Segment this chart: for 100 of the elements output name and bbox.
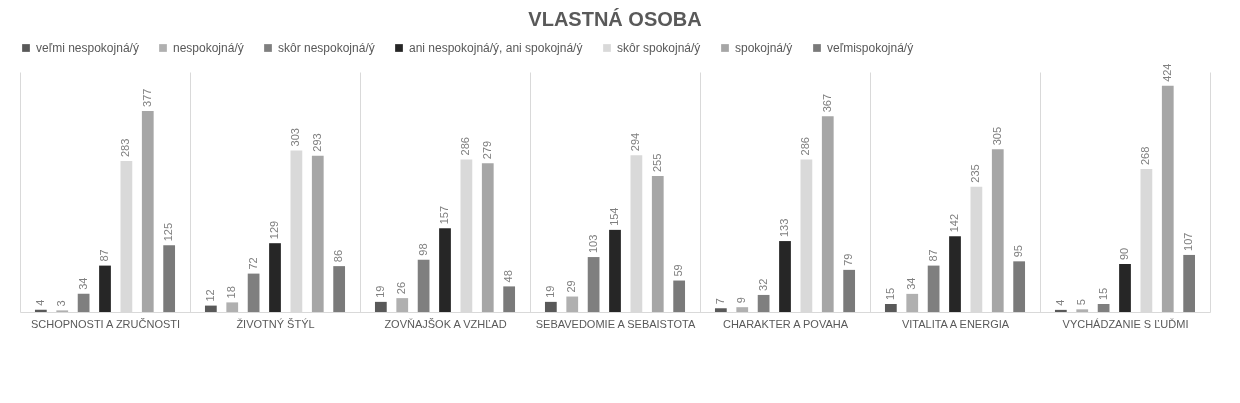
data-label: 235 bbox=[969, 164, 982, 183]
data-label: 98 bbox=[416, 243, 429, 256]
legend-label: ani nespokojná/ý, ani spokojná/ý bbox=[409, 41, 583, 55]
bar bbox=[1054, 309, 1067, 312]
bar bbox=[439, 228, 451, 312]
data-label: 19 bbox=[543, 285, 556, 298]
bar bbox=[673, 280, 686, 312]
bar bbox=[566, 296, 579, 312]
bar bbox=[77, 293, 90, 312]
x-tick-label: CHARAKTER A POVAHA bbox=[722, 317, 849, 330]
bar bbox=[1097, 304, 1110, 312]
bar bbox=[609, 229, 621, 312]
chart-title: VLASTNÁ OSOBA bbox=[528, 8, 702, 30]
legend-label: spokojná/ý bbox=[735, 41, 793, 55]
bar bbox=[927, 265, 940, 312]
bar bbox=[884, 304, 897, 312]
data-label: 103 bbox=[586, 234, 599, 254]
data-label: 107 bbox=[1182, 232, 1195, 251]
data-label: 4 bbox=[1053, 299, 1066, 306]
data-label: 129 bbox=[268, 220, 280, 240]
data-label: 15 bbox=[883, 287, 896, 300]
bar bbox=[481, 163, 494, 312]
data-label: 305 bbox=[990, 126, 1003, 146]
data-label: 79 bbox=[842, 253, 855, 266]
data-label: 268 bbox=[1139, 146, 1152, 166]
bar bbox=[163, 245, 176, 312]
bar bbox=[204, 305, 217, 312]
data-label: 424 bbox=[1160, 63, 1173, 82]
legend-label: skôr spokojná/ý bbox=[617, 41, 701, 55]
data-label: 255 bbox=[650, 153, 663, 172]
data-label: 34 bbox=[76, 277, 89, 290]
bar bbox=[374, 301, 387, 312]
data-label: 72 bbox=[246, 257, 259, 270]
data-label: 367 bbox=[820, 93, 833, 113]
data-label: 90 bbox=[1118, 247, 1130, 260]
data-label: 279 bbox=[480, 140, 493, 160]
bar bbox=[1183, 254, 1196, 312]
data-label: 59 bbox=[672, 264, 685, 277]
data-label: 133 bbox=[778, 218, 790, 238]
legend-label: veľmi nespokojná/ý bbox=[36, 41, 139, 55]
bar bbox=[34, 309, 47, 312]
data-label: 293 bbox=[310, 133, 323, 152]
bar bbox=[503, 286, 516, 312]
data-label: 142 bbox=[948, 213, 960, 233]
data-label: 7 bbox=[713, 298, 726, 305]
data-label: 26 bbox=[395, 281, 408, 295]
data-label: 9 bbox=[735, 297, 748, 304]
bar bbox=[269, 243, 281, 312]
bar bbox=[1161, 85, 1174, 312]
bar bbox=[141, 110, 154, 312]
data-label: 95 bbox=[1012, 245, 1025, 258]
data-label: 86 bbox=[332, 249, 345, 263]
data-label: 18 bbox=[225, 286, 238, 299]
legend-label: nespokojná/ý bbox=[173, 41, 244, 55]
data-label: 286 bbox=[459, 137, 472, 156]
bar bbox=[757, 294, 770, 312]
data-label: 125 bbox=[162, 222, 175, 242]
x-tick-label: ŽIVOTNÝ ŠTÝL bbox=[236, 317, 315, 330]
data-label: 29 bbox=[565, 280, 578, 293]
data-label: 303 bbox=[289, 128, 302, 147]
data-label: 87 bbox=[98, 249, 110, 262]
data-label: 294 bbox=[629, 132, 642, 152]
x-tick-label: SEBAVEDOMIE A SEBAISTOTA bbox=[535, 317, 696, 330]
data-label: 19 bbox=[373, 285, 386, 298]
data-label: 32 bbox=[756, 278, 769, 291]
bar bbox=[226, 302, 239, 312]
bar bbox=[333, 266, 346, 312]
data-label: 283 bbox=[119, 138, 132, 158]
bar bbox=[396, 298, 409, 312]
x-tick-label: SCHOPNOSTI A ZRUČNOSTI bbox=[30, 317, 181, 330]
bar bbox=[1119, 264, 1131, 312]
data-label: 154 bbox=[608, 207, 620, 226]
bar bbox=[1013, 261, 1026, 312]
bar bbox=[544, 301, 557, 312]
data-label: 4 bbox=[33, 299, 46, 306]
data-label: 34 bbox=[905, 277, 918, 290]
data-label: 286 bbox=[799, 137, 812, 156]
data-label: 15 bbox=[1096, 287, 1109, 300]
bar bbox=[991, 149, 1004, 312]
bar bbox=[1076, 309, 1089, 312]
bar bbox=[651, 176, 664, 312]
bar bbox=[906, 293, 919, 312]
data-label: 3 bbox=[55, 300, 68, 307]
x-tick-label: VITALITA A ENERGIA bbox=[901, 317, 1010, 330]
bar bbox=[779, 241, 791, 312]
legend-label: skôr nespokojná/ý bbox=[278, 41, 375, 55]
data-label: 5 bbox=[1075, 299, 1088, 306]
data-label: 48 bbox=[502, 270, 515, 283]
x-tick-label: VYCHÁDZANIE S ĽUĎMI bbox=[1062, 317, 1189, 330]
bar bbox=[99, 265, 111, 312]
legend-label: veľmispokojná/ý bbox=[827, 41, 914, 55]
x-tick-label: ZOVŇAJŠOK A VZHĽAD bbox=[384, 317, 507, 330]
bar bbox=[821, 116, 834, 312]
bar bbox=[949, 236, 961, 312]
data-label: 87 bbox=[926, 249, 939, 262]
data-label: 157 bbox=[438, 205, 450, 225]
bar bbox=[843, 269, 856, 312]
bar bbox=[311, 155, 324, 312]
bar bbox=[714, 308, 727, 312]
data-label: 377 bbox=[140, 88, 153, 107]
